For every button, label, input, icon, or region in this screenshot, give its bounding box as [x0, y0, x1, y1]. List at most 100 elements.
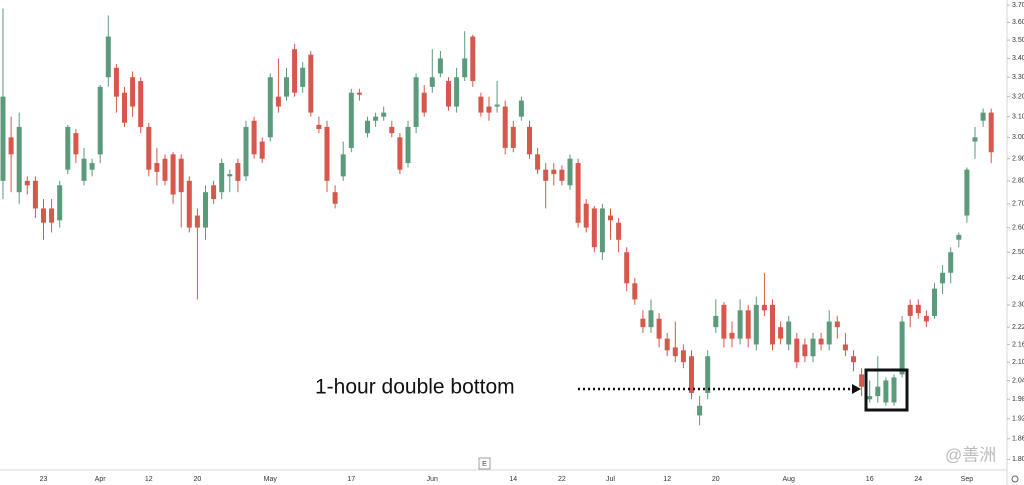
candle-body: [761, 304, 767, 311]
y-tick-label: 2.30: [1012, 302, 1024, 309]
settings-icon[interactable]: [1011, 475, 1019, 483]
candle-body: [454, 77, 460, 107]
candle-body: [891, 377, 897, 403]
y-tick-label: 1.86: [1012, 436, 1024, 443]
candle-body: [49, 208, 55, 223]
candle-body: [16, 126, 22, 193]
candle-body: [851, 356, 856, 363]
candle-body: [948, 252, 954, 273]
candle-body: [413, 77, 419, 127]
candle-body: [907, 304, 913, 316]
candle-body: [810, 338, 816, 357]
x-tick-label: Sep: [961, 476, 974, 483]
candle-body: [24, 180, 30, 186]
y-tick-label: 3.70: [1012, 2, 1024, 9]
candle-body: [559, 169, 565, 181]
candle-body: [138, 81, 144, 127]
x-tick-label: 17: [347, 476, 355, 483]
x-tick-label: Apr: [95, 476, 107, 483]
candle-body: [778, 327, 784, 339]
x-tick-label: 12: [663, 476, 671, 483]
candle-body: [494, 104, 500, 107]
y-tick-label: 2.10: [1012, 359, 1024, 366]
candle-body: [405, 126, 411, 164]
candle-body: [381, 112, 387, 117]
scale-button-label[interactable]: E: [482, 461, 487, 468]
candle-body: [122, 92, 127, 123]
candle-body: [259, 141, 265, 159]
candle-body: [203, 192, 208, 228]
candle-body: [470, 36, 476, 82]
candle-body: [8, 137, 14, 155]
arrow-head: [852, 384, 861, 394]
candle-body: [956, 234, 962, 240]
candle-body: [373, 116, 379, 121]
x-tick-label: 23: [40, 476, 48, 483]
candle-body: [826, 321, 832, 345]
candle-body: [834, 321, 840, 328]
x-tick-label: Aug: [782, 476, 795, 483]
candle-body: [275, 96, 281, 107]
candle-body: [940, 272, 946, 284]
candle-body: [332, 192, 338, 204]
candle-body: [770, 304, 775, 345]
candle-body: [543, 169, 549, 181]
candle-body: [284, 77, 289, 97]
candle-body: [73, 133, 79, 155]
x-tick-label: 20: [712, 476, 720, 483]
candle-body: [300, 67, 306, 87]
candle-body: [365, 120, 370, 134]
x-tick-label: 20: [194, 476, 202, 483]
candle-body: [65, 126, 71, 170]
candle-body: [486, 106, 492, 113]
candle-body: [551, 169, 557, 175]
candle-body: [478, 96, 484, 113]
candle-body: [154, 163, 160, 172]
candle-body: [648, 310, 654, 328]
candle-body: [251, 120, 257, 155]
candle-body: [219, 163, 225, 193]
candle-body: [988, 112, 994, 153]
candle-body: [980, 112, 986, 121]
y-tick-label: 1.98: [1012, 396, 1024, 403]
candle-body: [567, 158, 573, 186]
candle-body: [680, 350, 686, 363]
y-tick-label: 3.20: [1012, 93, 1024, 100]
highlight-box: [864, 368, 909, 412]
candle-body: [41, 208, 46, 223]
candle-body: [818, 338, 824, 345]
candle-body: [753, 304, 759, 345]
scale-button[interactable]: [478, 457, 491, 470]
candle-body: [697, 405, 703, 416]
candle-body: [348, 92, 354, 148]
y-tick-label: 1.92: [1012, 416, 1024, 423]
candle-body: [915, 304, 921, 314]
candle-body: [599, 208, 605, 253]
y-tick-label: 2.04: [1012, 377, 1024, 384]
y-tick-label: 2.90: [1012, 156, 1024, 163]
candle-body: [389, 126, 395, 134]
candle-body: [113, 67, 119, 97]
x-tick-label: 16: [866, 476, 874, 483]
watermark: @善洲: [945, 445, 996, 464]
candle-body: [802, 344, 808, 357]
y-tick-label: 3.00: [1012, 134, 1024, 141]
candle-body: [227, 174, 233, 177]
candle-body: [340, 154, 346, 177]
y-tick-label: 2.40: [1012, 275, 1024, 282]
candle-body: [162, 158, 168, 181]
candle-body: [527, 126, 532, 155]
candle-body: [923, 315, 929, 322]
candle-body: [146, 126, 152, 170]
candle-body: [429, 77, 435, 87]
y-tick-label: 3.30: [1012, 74, 1024, 81]
candle-body: [97, 86, 103, 155]
candle-body: [502, 106, 508, 148]
candle-body: [899, 321, 905, 375]
candle-body: [397, 137, 403, 170]
candle-body: [705, 356, 711, 393]
candle-body: [794, 338, 800, 363]
y-tick-label: 3.10: [1012, 113, 1024, 120]
candle-body: [324, 126, 330, 181]
